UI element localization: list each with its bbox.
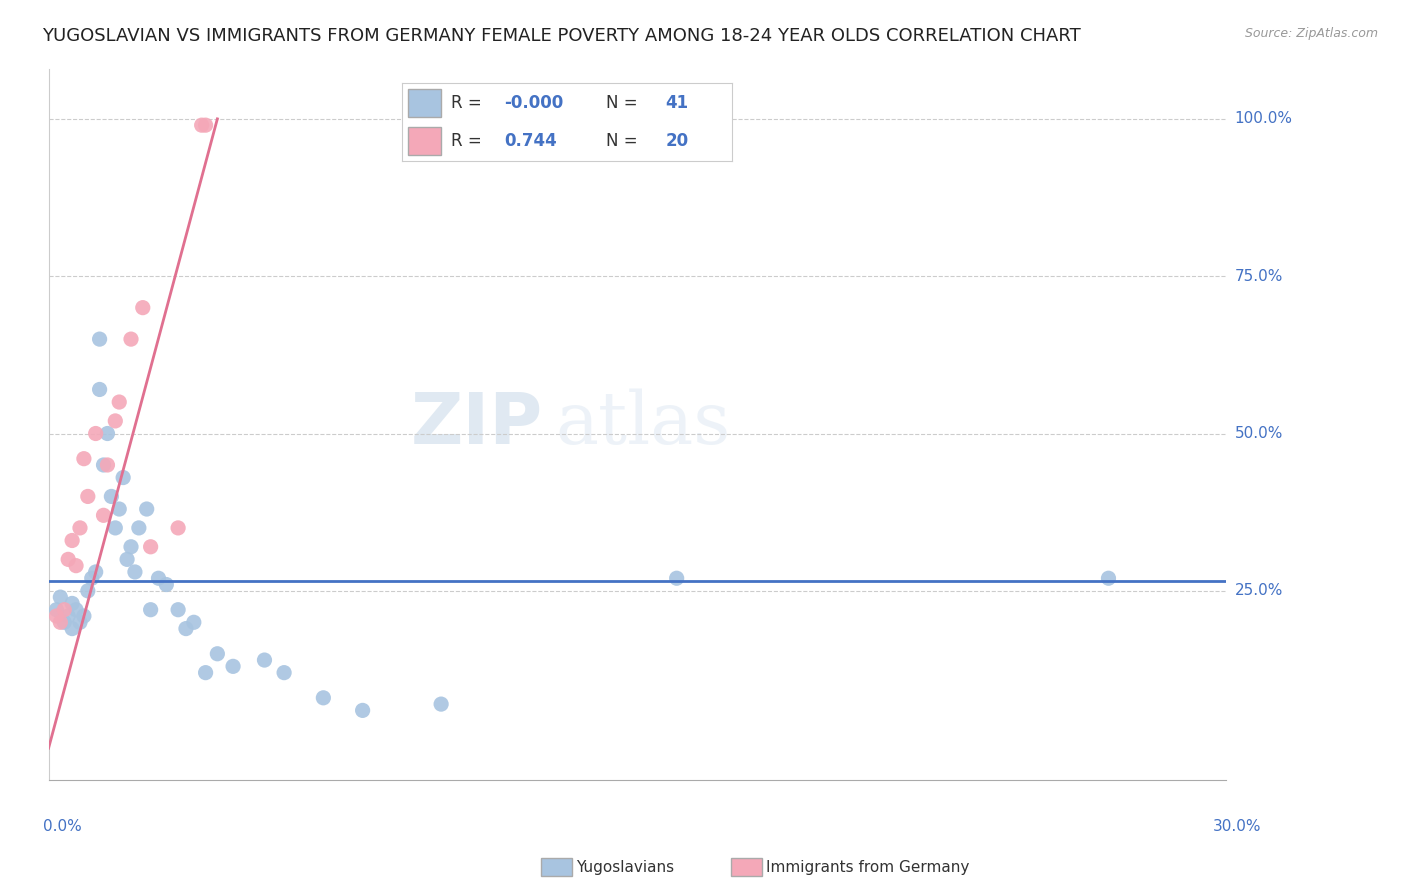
Point: [132, 301, 155, 315]
Point: [430, 697, 453, 711]
Point: [69, 615, 91, 630]
Point: [104, 521, 127, 535]
Point: [93, 508, 115, 523]
Point: [96, 426, 118, 441]
Point: [89, 383, 111, 397]
Point: [174, 622, 197, 636]
Point: [73, 609, 96, 624]
Point: [73, 451, 96, 466]
Point: [135, 502, 157, 516]
Point: [80, 571, 103, 585]
Point: [148, 571, 170, 585]
Point: [96, 458, 118, 472]
Text: 75.0%: 75.0%: [1234, 268, 1282, 284]
Point: [84, 426, 107, 441]
Point: [76, 490, 98, 504]
Point: [190, 118, 212, 132]
Point: [194, 118, 217, 132]
Point: [128, 521, 150, 535]
Point: [207, 647, 229, 661]
Point: [53, 615, 76, 630]
Point: [45, 603, 67, 617]
Point: [49, 590, 72, 604]
Point: [93, 458, 115, 472]
Point: [108, 395, 131, 409]
Point: [69, 521, 91, 535]
Point: [120, 332, 142, 346]
Point: [167, 603, 190, 617]
Text: 50.0%: 50.0%: [1234, 426, 1282, 441]
Text: Immigrants from Germany: Immigrants from Germany: [766, 860, 970, 874]
Point: [89, 332, 111, 346]
Text: atlas: atlas: [555, 389, 730, 459]
Point: [139, 603, 162, 617]
Point: [60, 596, 83, 610]
Point: [45, 609, 67, 624]
Point: [352, 703, 374, 717]
Point: [115, 552, 138, 566]
Point: [312, 690, 335, 705]
Text: 100.0%: 100.0%: [1234, 112, 1292, 127]
Point: [60, 533, 83, 548]
Point: [108, 502, 131, 516]
Point: [167, 521, 190, 535]
Point: [65, 603, 87, 617]
Text: Source: ZipAtlas.com: Source: ZipAtlas.com: [1244, 27, 1378, 40]
Point: [100, 490, 122, 504]
Point: [183, 615, 205, 630]
Text: YUGOSLAVIAN VS IMMIGRANTS FROM GERMANY FEMALE POVERTY AMONG 18-24 YEAR OLDS CORR: YUGOSLAVIAN VS IMMIGRANTS FROM GERMANY F…: [42, 27, 1081, 45]
Point: [665, 571, 688, 585]
Point: [120, 540, 142, 554]
Point: [104, 414, 127, 428]
Point: [49, 615, 72, 630]
Point: [58, 552, 80, 566]
Point: [60, 622, 83, 636]
Text: 30.0%: 30.0%: [1213, 819, 1261, 834]
Point: [124, 565, 146, 579]
Point: [65, 558, 87, 573]
Point: [139, 540, 162, 554]
Text: 25.0%: 25.0%: [1234, 583, 1282, 599]
Text: Yugoslavians: Yugoslavians: [576, 860, 675, 874]
Text: ZIP: ZIP: [411, 390, 543, 458]
Point: [112, 470, 135, 484]
Point: [84, 565, 107, 579]
Point: [53, 603, 76, 617]
Point: [222, 659, 245, 673]
Text: 0.0%: 0.0%: [42, 819, 82, 834]
Point: [1097, 571, 1119, 585]
Point: [155, 577, 177, 591]
Point: [58, 609, 80, 624]
Point: [273, 665, 295, 680]
Point: [194, 665, 217, 680]
Point: [253, 653, 276, 667]
Point: [76, 583, 98, 598]
